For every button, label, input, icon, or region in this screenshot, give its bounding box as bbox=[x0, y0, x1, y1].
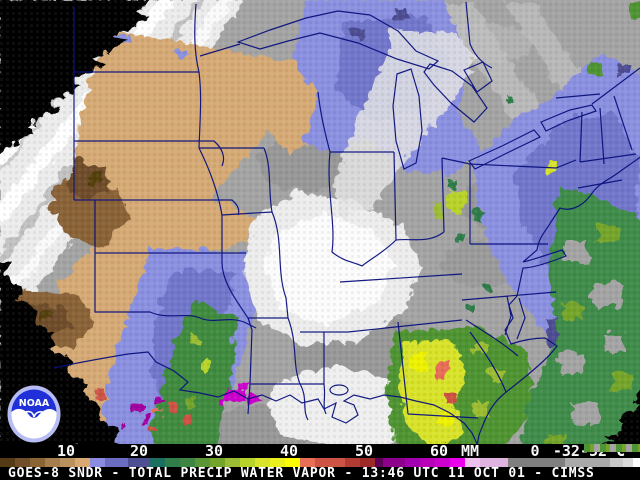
colorbar-segment bbox=[300, 458, 315, 467]
raster-texture bbox=[0, 0, 640, 444]
colorbar-segment bbox=[60, 458, 75, 467]
colorbar-segment bbox=[128, 458, 150, 467]
colorbar-segment bbox=[210, 458, 225, 467]
colorbar-segment bbox=[375, 458, 383, 467]
colorbar-segment bbox=[90, 458, 105, 467]
colorbar-segment bbox=[15, 458, 30, 467]
colorbar-segment bbox=[383, 458, 405, 467]
state-borders-layer bbox=[53, 1, 640, 444]
scale-tick-20: 20 bbox=[129, 442, 149, 460]
scale-tick-30: 30 bbox=[204, 442, 224, 460]
colorbar-segment bbox=[255, 458, 270, 467]
scale-label-strip: 10 20 30 40 50 60 MM 0 -32-52 C bbox=[0, 442, 640, 460]
colorbar-segment bbox=[150, 458, 165, 467]
colorbar-segment bbox=[240, 458, 255, 467]
colorbar-segment bbox=[165, 458, 180, 467]
colorbar-segment bbox=[30, 458, 45, 467]
scale-tick-60: 60 bbox=[429, 442, 449, 460]
colorbar bbox=[0, 458, 640, 467]
colorbar-segment bbox=[45, 458, 60, 467]
colorbar-segment bbox=[75, 458, 90, 467]
colorbar-segment bbox=[0, 458, 15, 467]
colorbar-segment bbox=[480, 458, 508, 467]
caption-bar: GOES-8 SNDR - TOTAL PRECIP WATER VAPOR -… bbox=[0, 467, 640, 480]
colorbar-segment bbox=[508, 458, 565, 467]
colorbar-segment bbox=[195, 458, 210, 467]
satellite-map: NOAA bbox=[0, 0, 640, 444]
colorbar-segment bbox=[405, 458, 420, 467]
colorbar-segment bbox=[315, 458, 345, 467]
colorbar-segment bbox=[225, 458, 240, 467]
noaa-logo-image: NOAA bbox=[7, 385, 61, 443]
colorbar-segment bbox=[345, 458, 360, 467]
colorbar-segment bbox=[610, 458, 623, 467]
colorbar-segment bbox=[420, 458, 435, 467]
scale-unit-label: MM bbox=[460, 442, 480, 460]
noaa-logo: NOAA bbox=[7, 385, 61, 443]
colorbar-segment bbox=[180, 458, 195, 467]
scale-tick-10: 10 bbox=[56, 442, 76, 460]
colorbar-segment bbox=[623, 458, 633, 467]
colorbar-segment bbox=[285, 458, 300, 467]
colorbar-segment bbox=[435, 458, 450, 467]
caption-text: GOES-8 SNDR - TOTAL PRECIP WATER VAPOR -… bbox=[8, 466, 595, 480]
colorbar-segment bbox=[633, 458, 640, 467]
colorbar-segment bbox=[465, 458, 480, 467]
colorbar-segment bbox=[565, 458, 610, 467]
satellite-map-image bbox=[0, 0, 640, 444]
scale-tick-50: 50 bbox=[354, 442, 374, 460]
noaa-logo-text: NOAA bbox=[19, 398, 50, 409]
colorbar-segment bbox=[450, 458, 465, 467]
map-overflow-mosaic bbox=[584, 444, 640, 452]
scale-temp-zero: 0 bbox=[530, 442, 540, 460]
colorbar-segment bbox=[105, 458, 128, 467]
colorbar-segment bbox=[270, 458, 285, 467]
colorbar-segment bbox=[360, 458, 375, 467]
scale-tick-40: 40 bbox=[279, 442, 299, 460]
